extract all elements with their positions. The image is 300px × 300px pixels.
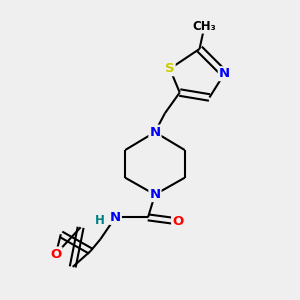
Text: O: O [50,248,62,260]
Text: CH₃: CH₃ [193,20,216,33]
Text: N: N [149,126,161,139]
Text: O: O [172,215,183,228]
Text: N: N [219,67,230,80]
Text: S: S [165,62,175,75]
Text: N: N [149,188,161,201]
Text: H: H [95,214,105,227]
Text: N: N [110,211,121,224]
